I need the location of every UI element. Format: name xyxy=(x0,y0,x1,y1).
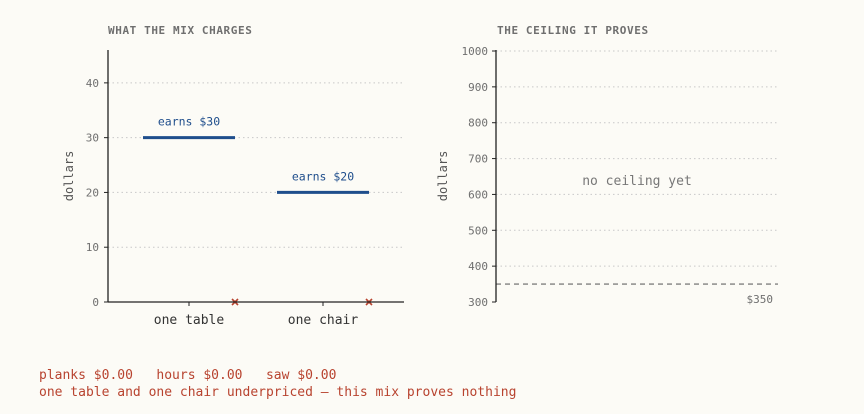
left-y-tick-label: 30 xyxy=(86,132,99,145)
left-y-tick-label: 0 xyxy=(92,296,99,309)
right-chart-title: THE CEILING IT PROVES xyxy=(497,24,649,37)
category-label: one table xyxy=(154,313,225,328)
earn-data-label: earns $20 xyxy=(292,169,354,183)
right-y-tick-label: 400 xyxy=(468,260,488,273)
right-y-tick-label: 500 xyxy=(468,224,488,237)
right-y-tick-label: 700 xyxy=(468,153,488,166)
left-chart-title: WHAT THE MIX CHARGES xyxy=(108,24,252,37)
left-y-axis-label: dollars xyxy=(62,151,76,202)
left-y-tick-label: 20 xyxy=(86,186,99,199)
right-chart-marks: $350 xyxy=(496,283,778,306)
right-y-tick-label: 1000 xyxy=(462,45,489,58)
left-category-labels: one table one chair xyxy=(154,302,359,328)
prices-line: planks $0.00 hours $0.00 saw $0.00 xyxy=(39,368,337,383)
right-y-tick-label: 300 xyxy=(468,296,488,309)
reference-line-label: $350 xyxy=(747,293,774,306)
left-chart-panel: WHAT THE MIX CHARGES dollars 0 10 20 30 40 e… xyxy=(62,24,404,328)
earn-data-label: earns $30 xyxy=(158,115,220,129)
right-y-ticks: 300 400 500 600 700 800 900 1000 xyxy=(462,45,496,309)
left-chart-marks: earns $30 earns $20 xyxy=(143,115,373,306)
right-y-axis-label: dollars xyxy=(436,151,450,202)
right-y-tick-label: 900 xyxy=(468,81,488,94)
left-y-ticks: 0 10 20 30 40 xyxy=(86,77,108,309)
left-gridlines xyxy=(108,82,404,248)
right-chart-panel: THE CEILING IT PROVES dollars 300 400 500 6… xyxy=(436,24,778,309)
status-line: one table and one chair underpriced — th… xyxy=(39,385,517,400)
right-y-tick-label: 600 xyxy=(468,188,488,201)
right-y-tick-label: 800 xyxy=(468,117,488,130)
left-y-tick-label: 10 xyxy=(86,241,99,254)
no-ceiling-annotation: no ceiling yet xyxy=(582,174,692,189)
left-y-tick-label: 40 xyxy=(86,77,99,90)
right-gridlines xyxy=(496,50,778,267)
category-label: one chair xyxy=(288,313,359,328)
